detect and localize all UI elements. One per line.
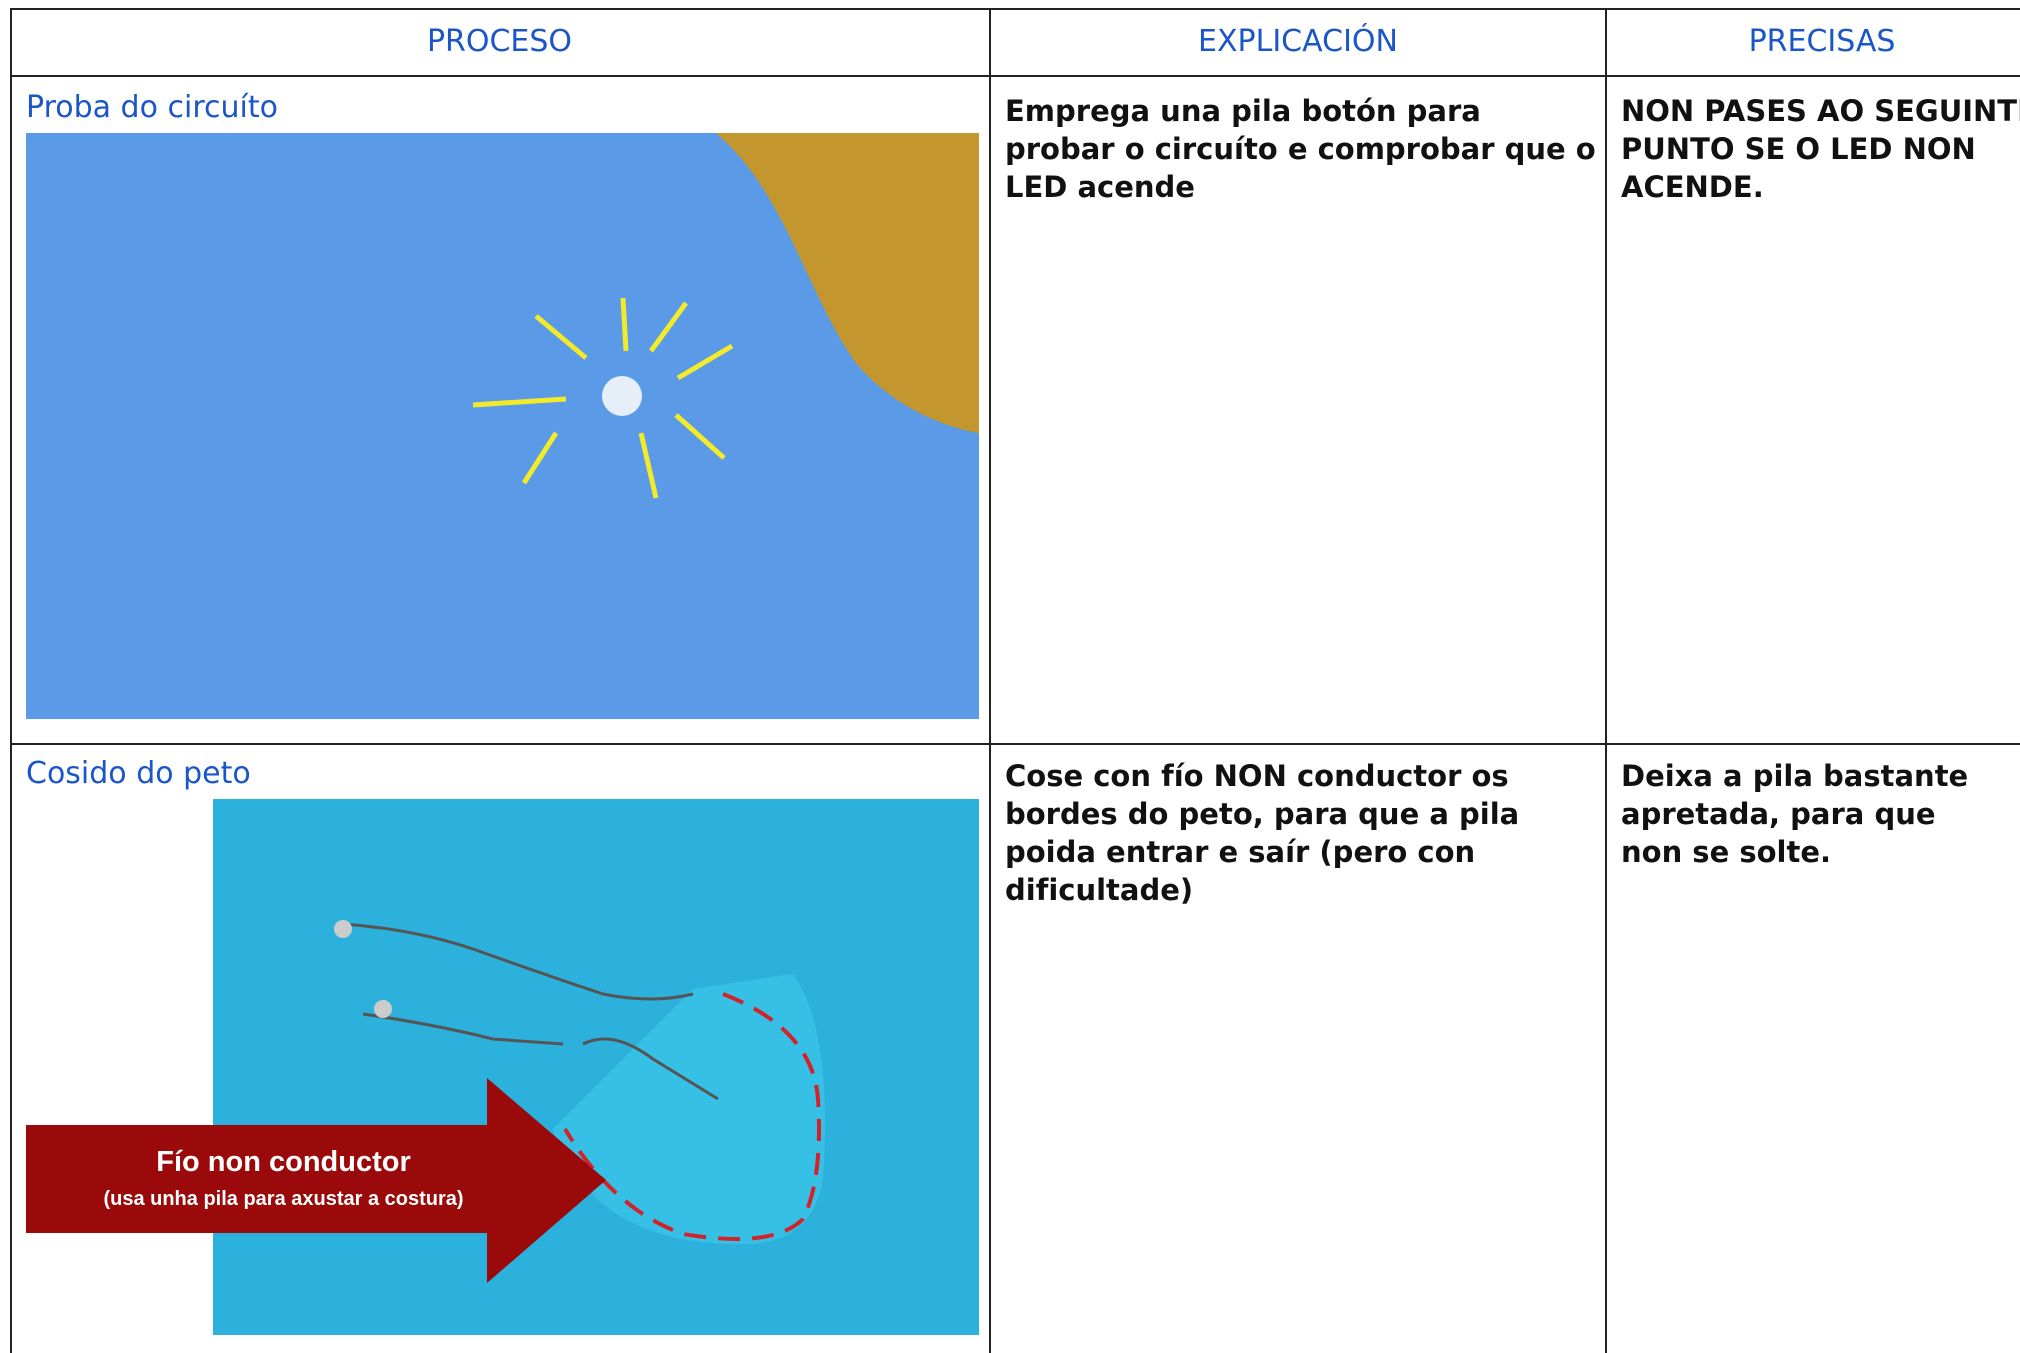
table-border bbox=[10, 75, 2020, 77]
arrow bbox=[26, 1078, 606, 1283]
column-header: EXPLICACIÓN bbox=[1198, 24, 1398, 59]
table-border bbox=[10, 8, 2020, 10]
table-border bbox=[1605, 8, 1607, 1353]
table-border bbox=[10, 8, 12, 1353]
row-title: Proba do circuíto bbox=[26, 90, 278, 125]
column-header: PROCESO bbox=[426, 24, 573, 59]
led-photo bbox=[26, 133, 979, 719]
pocket-photo bbox=[213, 799, 979, 1335]
table-border bbox=[989, 8, 991, 1353]
row-title: Cosido do peto bbox=[26, 756, 251, 791]
precisas: Deixa a pila bastante apretada, para que… bbox=[1621, 759, 1969, 869]
explanation: Cose con fío NON conductor os bordes do … bbox=[1005, 759, 1520, 907]
column-header: PRECISAS bbox=[1748, 24, 1896, 59]
table-border bbox=[10, 743, 2020, 745]
precisas: NON PASES AO SEGUINTE PUNTO SE O LED NON… bbox=[1621, 94, 2020, 204]
image-caption: Fío non conductor bbox=[156, 1146, 411, 1178]
explanation: Emprega una pila botón para probar o cir… bbox=[1005, 94, 1596, 204]
image-subcaption: (usa unha pila para axustar a costura) bbox=[103, 1188, 464, 1210]
